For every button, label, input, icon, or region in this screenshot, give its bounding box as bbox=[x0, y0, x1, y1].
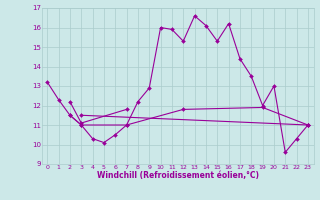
X-axis label: Windchill (Refroidissement éolien,°C): Windchill (Refroidissement éolien,°C) bbox=[97, 171, 259, 180]
